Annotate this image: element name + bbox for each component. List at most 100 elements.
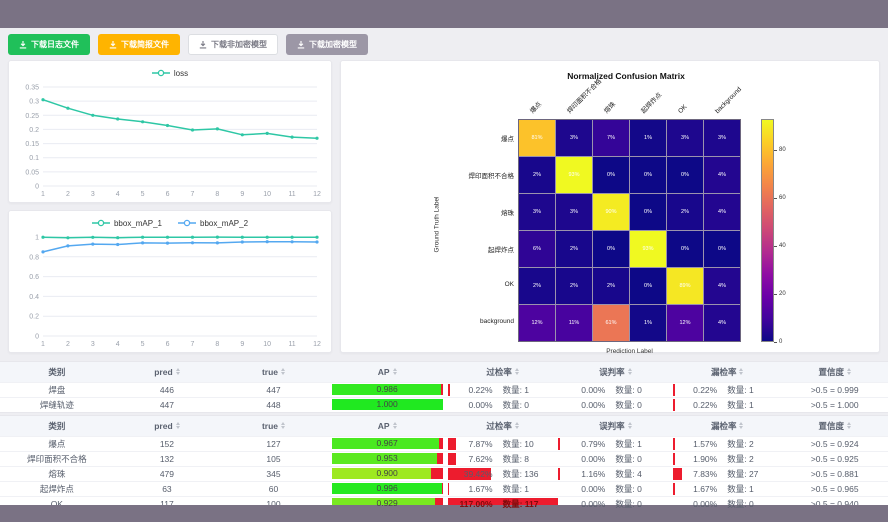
column-header-pred[interactable]: pred — [113, 362, 221, 382]
download-unencrypted-model-button[interactable]: 下载非加密模型 — [188, 34, 278, 55]
legend-item-loss[interactable]: loss — [151, 69, 188, 78]
matrix-cell: 3% — [704, 120, 740, 156]
svg-text:0.05: 0.05 — [25, 169, 39, 176]
rate-percent: 0.00% — [468, 399, 493, 410]
cell-true: 447 — [220, 381, 327, 397]
matrix-cell: 0% — [593, 231, 629, 267]
column-header-漏检率[interactable]: 漏检率 — [673, 416, 782, 436]
rate-percent: 1.57% — [693, 438, 718, 449]
sort-icon[interactable] — [846, 368, 851, 376]
sort-icon[interactable] — [175, 422, 180, 430]
column-header-label: 误判率 — [599, 366, 625, 377]
sort-icon[interactable] — [392, 422, 397, 430]
sort-icon[interactable] — [739, 422, 744, 430]
sort-icon[interactable] — [281, 368, 285, 376]
sort-icon[interactable] — [281, 422, 285, 430]
colorbar-tick-mark — [774, 342, 777, 343]
sort-icon[interactable] — [392, 368, 397, 376]
cell-category: 焊盘 — [0, 381, 114, 397]
column-header-label: 漏检率 — [710, 420, 737, 431]
column-header-置信度[interactable]: 置信度 — [781, 416, 888, 436]
left-chart-column: loss 0 0.05 0.1 0.15 0.2 0.25 0.3 0.35 1 2 3 4 5 6 7 8 9… — [8, 60, 332, 353]
cell-ap: 1.000 — [326, 396, 448, 412]
matrix-row-label: 焊印面积不合格 — [468, 173, 515, 180]
matrix-cell: 1% — [630, 120, 666, 156]
matrix-cell-value: 0% — [681, 172, 689, 178]
rate-bar — [673, 437, 675, 450]
colorbar-tick-label: 20 — [779, 291, 786, 298]
matrix-cell: 93% — [630, 231, 666, 267]
legend-item-bbox_mAP_1[interactable]: bbox_mAP_1 — [91, 219, 162, 228]
legend-item-bbox_mAP_2[interactable]: bbox_mAP_2 — [178, 219, 248, 228]
matrix-cell-value: 12% — [679, 320, 691, 326]
column-header-误判率[interactable]: 误判率 — [557, 362, 674, 382]
column-header-true[interactable]: true — [220, 416, 327, 436]
cell-over-detection-rate: 7.87% 数量: 10 — [447, 435, 558, 451]
svg-text:11: 11 — [288, 191, 295, 198]
matrix-cell-value: 2% — [570, 283, 578, 289]
column-header-漏检率[interactable]: 漏检率 — [673, 362, 782, 382]
matrix-cell: 90% — [593, 194, 629, 230]
column-header-label: 类别 — [48, 366, 66, 377]
column-header-true[interactable]: true — [220, 362, 327, 382]
rate-percent: 7.83% — [693, 468, 718, 479]
sort-icon[interactable] — [627, 422, 632, 430]
download-report-button[interactable]: 下载简报文件 — [98, 34, 180, 55]
column-header-pred[interactable]: pred — [113, 416, 221, 436]
download-log-button[interactable]: 下载日志文件 — [8, 34, 90, 55]
rate-percent: 1.67% — [693, 483, 718, 494]
svg-text:9: 9 — [240, 191, 244, 198]
column-header-过检率[interactable]: 过检率 — [447, 362, 558, 382]
confusion-matrix-grid: 81% 3% 7% 1% 3% 3% 2% 93% 0% 0% 0% 4% 3% 3% 90% 0% 2% 4% 6… — [518, 119, 741, 342]
rate-count: 数量: 1 — [615, 438, 642, 449]
rate-percent: 0.00% — [693, 498, 718, 509]
matrix-cell: 1% — [630, 305, 666, 341]
rate-count: 数量: 8 — [502, 453, 530, 464]
matrix-cell-value: 0% — [644, 209, 652, 215]
matrix-cell-value: 1% — [644, 135, 652, 141]
rate-count: 数量: 0 — [615, 384, 642, 395]
cell-over-detection-rate: 0.22% 数量: 1 — [447, 381, 558, 397]
column-header-过检率[interactable]: 过检率 — [447, 416, 558, 436]
cell-pred: 446 — [113, 381, 221, 397]
loss-chart-legend: loss — [13, 65, 327, 81]
download-encrypted-model-button[interactable]: 下载加密模型 — [286, 34, 368, 55]
cell-category: 焊缝轨迹 — [0, 396, 114, 412]
matrix-cell: 81% — [519, 120, 555, 156]
cell-category: 熔珠 — [0, 465, 114, 481]
matrix-x-axis-label: Prediction Label — [606, 348, 653, 355]
matrix-column-label: OK — [677, 103, 689, 115]
ap-bar — [331, 498, 435, 509]
sort-icon[interactable] — [739, 368, 744, 376]
svg-text:10: 10 — [263, 191, 271, 198]
svg-text:3: 3 — [91, 191, 95, 198]
matrix-cell-value: 11% — [568, 320, 580, 326]
column-header-误判率[interactable]: 误判率 — [557, 416, 674, 436]
svg-text:4: 4 — [116, 341, 120, 348]
column-header-AP[interactable]: AP — [326, 416, 448, 436]
sort-icon[interactable] — [514, 368, 519, 376]
rate-count: 数量: 0 — [727, 498, 754, 509]
rate-count: 数量: 1 — [727, 483, 754, 494]
matrix-cell-value: 3% — [718, 135, 726, 141]
cell-true: 345 — [220, 465, 327, 481]
matrix-cell-value: 90% — [605, 209, 617, 215]
rate-bar — [447, 467, 491, 480]
sort-icon[interactable] — [175, 368, 180, 376]
matrix-cell: 2% — [556, 268, 592, 304]
matrix-cell: 4% — [704, 268, 740, 304]
ap-bar — [331, 399, 443, 410]
rate-percent: 1.16% — [581, 468, 606, 479]
rate-count: 数量: 117 — [502, 498, 539, 509]
column-header-AP[interactable]: AP — [326, 362, 448, 382]
column-header-置信度[interactable]: 置信度 — [781, 362, 888, 382]
matrix-cell-value: 7% — [607, 135, 615, 141]
sort-icon[interactable] — [846, 422, 851, 430]
rate-bar — [447, 482, 450, 495]
rate-percent: 7.87% — [468, 438, 493, 449]
matrix-cell: 89% — [667, 268, 703, 304]
cell-category: 起焊炸点 — [0, 480, 114, 496]
sort-icon[interactable] — [627, 368, 632, 376]
cell-pred: 479 — [113, 465, 221, 481]
sort-icon[interactable] — [514, 422, 519, 430]
